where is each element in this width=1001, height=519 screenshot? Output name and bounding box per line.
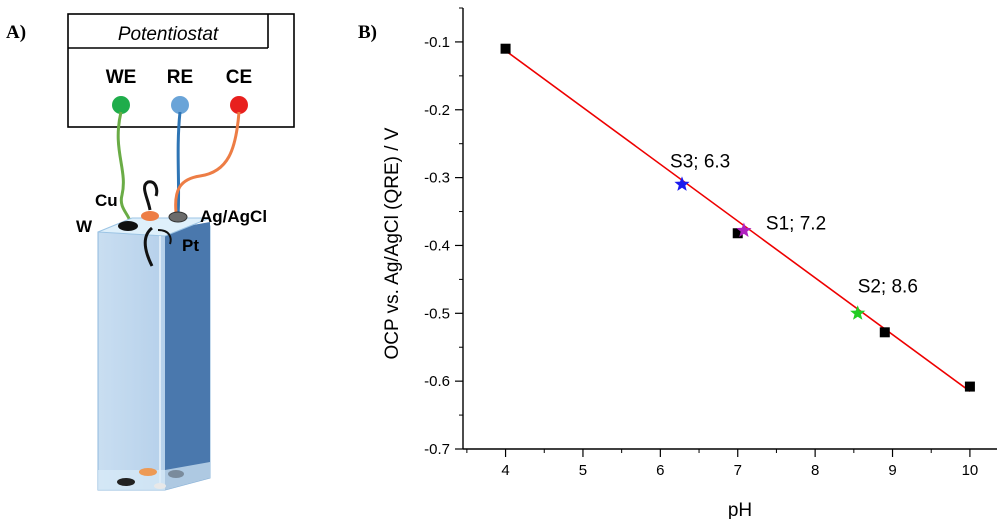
data-point-square bbox=[879, 327, 890, 338]
we-wire bbox=[116, 111, 132, 227]
pt-label: Pt bbox=[182, 236, 199, 255]
w-electrode-cap bbox=[118, 221, 138, 231]
re-wire bbox=[176, 111, 182, 216]
panel-b-letter: B) bbox=[358, 22, 377, 43]
panel-a: A) Potentiostat WE RE CE bbox=[6, 13, 295, 491]
data-point-square bbox=[964, 381, 975, 392]
x-tick-label: 6 bbox=[656, 462, 664, 479]
electrochemical-cell bbox=[97, 180, 211, 491]
potentiostat-title: Potentiostat bbox=[118, 24, 219, 45]
cell-side bbox=[165, 222, 210, 490]
terminal-re-dot bbox=[171, 96, 189, 114]
y-tick-label: -0.1 bbox=[424, 34, 450, 51]
y-tick-label: -0.7 bbox=[424, 441, 450, 458]
terminal-ce-label: CE bbox=[226, 67, 252, 88]
pt-electrode-disc bbox=[154, 483, 166, 489]
star-annotation: S2; 8.6 bbox=[858, 276, 918, 297]
terminal-ce-dot bbox=[230, 96, 248, 114]
x-tick-label: 5 bbox=[579, 462, 587, 479]
w-electrode-disc bbox=[117, 478, 135, 486]
x-tick-label: 8 bbox=[811, 462, 819, 479]
panel-b: B) 4 5 6 7 8 9 10 -0.1 -0.2 -0.3 -0.4 -0.5 -0.6 -0.7 p… bbox=[358, 7, 997, 519]
ocp-vs-ph-chart: 4 5 6 7 8 9 10 -0.1 -0.2 -0.3 -0.4 -0.5 -0.6 -0.7 pH OC… bbox=[382, 7, 997, 519]
y-tick-label: -0.6 bbox=[424, 373, 450, 390]
x-axis-label: pH bbox=[728, 500, 752, 519]
w-label: W bbox=[76, 217, 93, 236]
cu-electrode-disc bbox=[139, 468, 157, 476]
pt-wire-bottom bbox=[143, 226, 154, 267]
data-point-square bbox=[732, 228, 743, 239]
cu-label: Cu bbox=[95, 191, 118, 210]
data-point-star bbox=[736, 222, 752, 237]
star-annotation: S3; 6.3 bbox=[670, 151, 730, 172]
agagcl-electrode-disc bbox=[168, 470, 184, 478]
cu-electrode-cap bbox=[141, 211, 159, 221]
x-tick-label: 4 bbox=[501, 462, 509, 479]
terminal-re-label: RE bbox=[167, 67, 193, 88]
y-tick-label: -0.4 bbox=[424, 237, 450, 254]
data-point-square bbox=[500, 43, 511, 54]
terminal-we-dot bbox=[112, 96, 130, 114]
agagcl-label: Ag/AgCl bbox=[200, 207, 267, 226]
x-tick-label: 7 bbox=[734, 462, 742, 479]
star-annotation: S1; 7.2 bbox=[766, 214, 826, 235]
agagcl-electrode-cap bbox=[168, 211, 188, 223]
terminal-we-label: WE bbox=[106, 67, 137, 88]
y-tick-label: -0.2 bbox=[424, 102, 450, 119]
data-point-star bbox=[850, 305, 866, 320]
data-point-star bbox=[674, 176, 690, 191]
x-tick-label: 10 bbox=[962, 462, 979, 479]
y-tick-label: -0.5 bbox=[424, 305, 450, 322]
ce-wire bbox=[174, 111, 241, 213]
pt-wire-loop bbox=[157, 229, 172, 245]
potentiostat-box: Potentiostat WE RE CE bbox=[67, 13, 295, 128]
y-axis-label: OCP vs. Ag/AgCl (QRE) / V bbox=[382, 127, 403, 359]
fit-line bbox=[505, 50, 971, 392]
x-tick-label: 9 bbox=[888, 462, 896, 479]
pt-wire-top bbox=[143, 180, 159, 211]
y-tick-label: -0.3 bbox=[424, 170, 450, 187]
panel-a-letter: A) bbox=[6, 22, 26, 43]
